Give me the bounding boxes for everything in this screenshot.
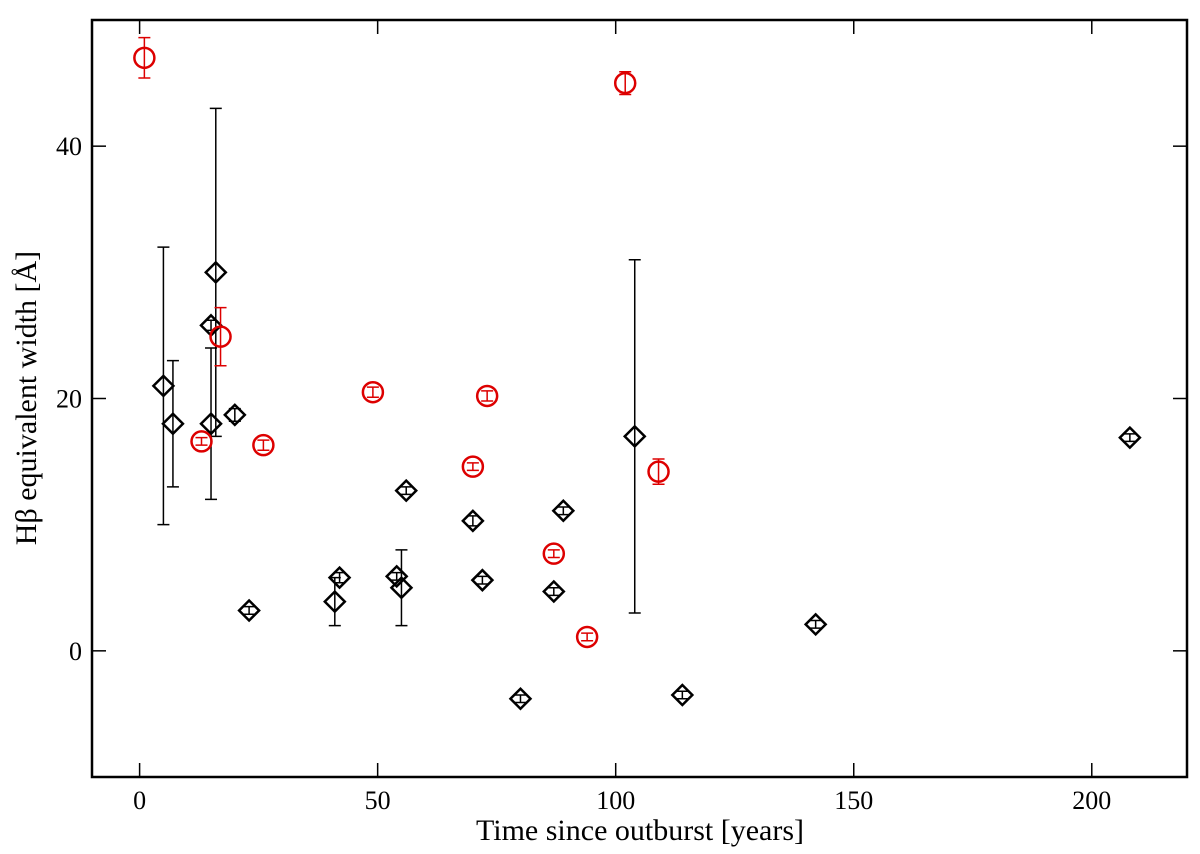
error-bar: [205, 347, 218, 501]
marker: [209, 325, 232, 348]
marker: [327, 565, 352, 590]
marker: [622, 424, 647, 449]
marker: [575, 625, 599, 649]
error-bar: [366, 386, 379, 398]
marker: [470, 568, 495, 592]
y-tick-label: 0: [69, 637, 82, 666]
error-bar: [400, 486, 413, 496]
error-bar: [157, 246, 170, 526]
marker: [323, 589, 347, 614]
marker: [133, 46, 156, 70]
error-bar: [809, 619, 822, 629]
error-bar: [195, 436, 208, 446]
error-bar: [138, 36, 151, 79]
plot-frame: [90, 18, 1189, 779]
error-bar: [209, 107, 222, 438]
y-tick-label: 20: [56, 385, 82, 414]
x-axis-label: Time since outburst [years]: [476, 814, 804, 847]
marker: [223, 403, 247, 427]
marker: [475, 384, 499, 408]
marker: [161, 411, 185, 436]
marker: [1118, 425, 1142, 450]
y-tick-label: 40: [56, 132, 82, 161]
marker: [461, 509, 485, 533]
error-bar: [547, 549, 560, 559]
error-bar: [581, 632, 594, 642]
marker: [670, 683, 695, 707]
x-tick-label: 200: [1072, 786, 1111, 815]
x-tick-label: 150: [834, 786, 873, 815]
marker: [389, 575, 414, 600]
error-bar: [328, 576, 341, 627]
error-bar: [243, 605, 256, 615]
marker: [252, 433, 275, 457]
marker: [461, 455, 485, 478]
x-tick-label: 50: [365, 786, 391, 815]
error-bar: [557, 506, 570, 516]
error-bar: [476, 575, 489, 585]
x-tick-label: 0: [133, 786, 146, 815]
error-bar: [514, 694, 527, 704]
error-bar: [547, 587, 560, 597]
marker: [199, 411, 223, 436]
error-bar: [676, 690, 689, 700]
error-bar: [1123, 433, 1136, 443]
marker: [384, 564, 409, 589]
y-axis-label: Hβ equivalent width [Å]: [10, 251, 43, 545]
marker: [508, 687, 533, 711]
marker: [394, 478, 418, 503]
error-bar: [214, 306, 227, 367]
marker: [551, 499, 576, 523]
x-tick-label: 100: [596, 786, 635, 815]
error-bar: [257, 439, 270, 451]
error-bar: [628, 258, 641, 614]
error-bar: [481, 390, 494, 402]
error-bar: [166, 359, 179, 488]
marker: [542, 542, 566, 565]
marker: [613, 71, 637, 95]
marker: [151, 374, 176, 398]
marker: [542, 579, 566, 604]
error-bar: [619, 70, 632, 96]
error-bar: [652, 458, 665, 486]
marker: [190, 430, 213, 453]
marker: [204, 260, 228, 285]
error-bar: [395, 549, 408, 627]
error-bar: [466, 462, 479, 472]
marker: [647, 460, 670, 483]
marker: [361, 380, 385, 404]
error-bar: [466, 515, 479, 527]
marker: [803, 612, 828, 637]
marker: [237, 598, 261, 623]
